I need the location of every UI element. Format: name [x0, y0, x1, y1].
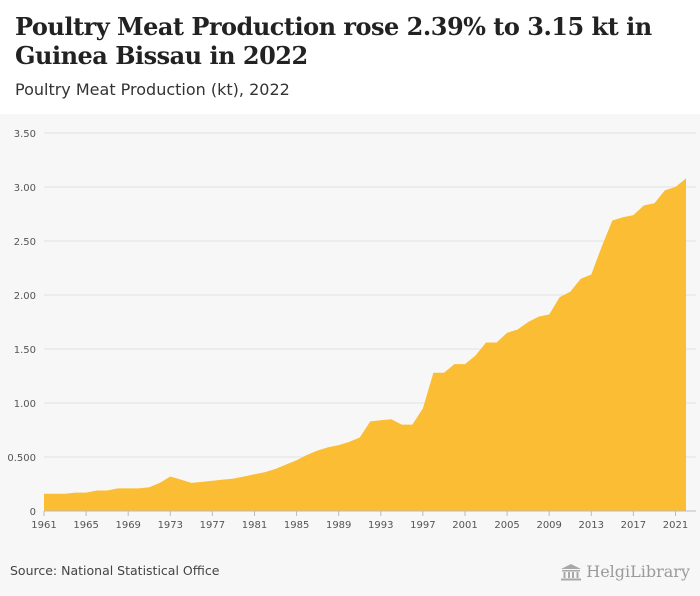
header: Poultry Meat Production rose 2.39% to 3.… — [0, 0, 700, 114]
y-tick-label: 2.00 — [14, 291, 36, 302]
x-tick-label: 1969 — [115, 520, 140, 531]
y-tick-label: 1.00 — [14, 399, 36, 410]
x-tick-label: 1993 — [368, 520, 393, 531]
x-tick-label: 1981 — [242, 520, 267, 531]
y-tick-label: 3.00 — [14, 183, 36, 194]
x-tick-label: 2005 — [494, 520, 519, 531]
x-tick-label: 1965 — [73, 520, 98, 531]
x-tick-label: 2001 — [452, 520, 477, 531]
x-tick-label: 1985 — [284, 520, 309, 531]
chart-subtitle: Poultry Meat Production (kt), 2022 — [15, 80, 290, 99]
y-tick-label: 0 — [30, 507, 36, 518]
x-tick-label: 1989 — [326, 520, 351, 531]
brand-name: HelgiLibrary — [586, 562, 690, 581]
brand-logo: HelgiLibrary — [560, 562, 690, 581]
x-tick-label: 1997 — [410, 520, 435, 531]
x-tick-label: 2009 — [536, 520, 561, 531]
y-tick-label: 0.500 — [7, 453, 36, 464]
y-tick-label: 2.50 — [14, 237, 36, 248]
x-tick-label: 2017 — [621, 520, 646, 531]
x-tick-label: 1977 — [200, 520, 225, 531]
x-tick-label: 1961 — [31, 520, 56, 531]
series-area — [44, 178, 686, 512]
y-tick-label: 1.50 — [14, 345, 36, 356]
library-building-icon — [561, 563, 582, 580]
x-tick-label: 2013 — [579, 520, 604, 531]
chart-title: Poultry Meat Production rose 2.39% to 3.… — [15, 12, 652, 70]
source-note: Source: National Statistical Office — [10, 563, 220, 578]
x-tick-label: 2021 — [663, 520, 688, 531]
x-tick-label: 1973 — [158, 520, 183, 531]
y-tick-label: 3.50 — [14, 129, 36, 140]
